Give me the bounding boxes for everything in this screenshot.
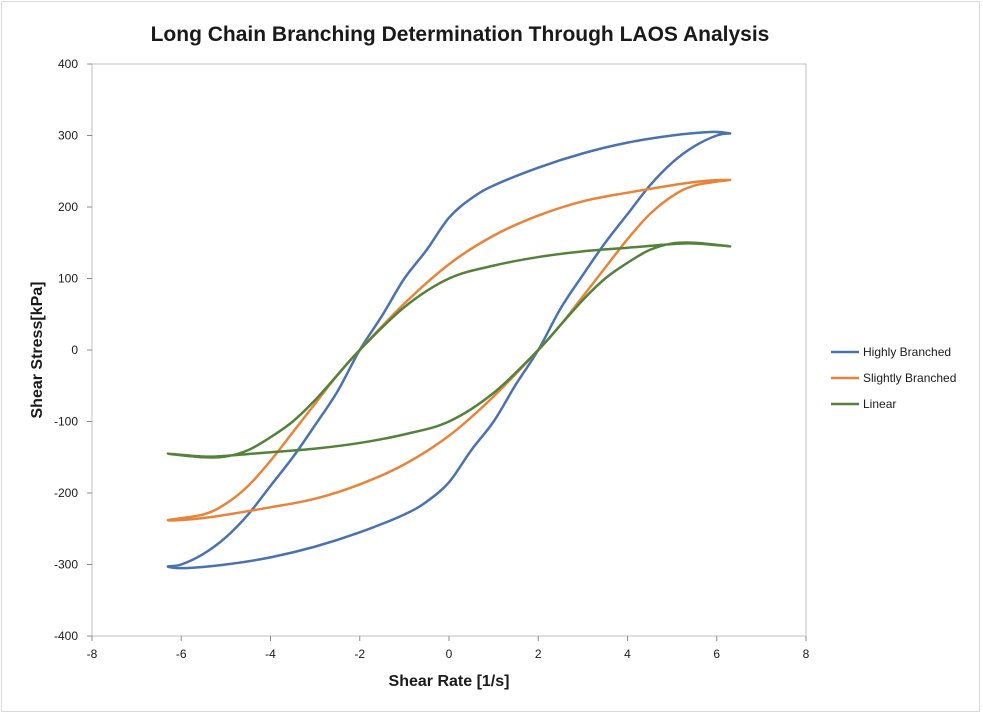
y-axis-title: Shear Stress[kPa] xyxy=(29,282,46,419)
y-tick-label: 400 xyxy=(58,57,78,71)
y-tick-label: 300 xyxy=(58,129,78,143)
x-axis-title: Shear Rate [1/s] xyxy=(389,673,510,690)
x-tick-label: -6 xyxy=(176,647,187,661)
y-tick-label: -300 xyxy=(54,558,78,572)
legend-label: Slightly Branched xyxy=(863,371,956,385)
legend-label: Highly Branched xyxy=(863,345,951,359)
x-tick-label: 0 xyxy=(446,647,453,661)
legend-label: Linear xyxy=(863,397,896,411)
x-tick-label: -8 xyxy=(87,647,98,661)
series-layer xyxy=(166,130,732,570)
y-tick-label: -100 xyxy=(54,415,78,429)
series-line-linear xyxy=(166,241,732,459)
y-tick-label: 100 xyxy=(58,272,78,286)
x-tick-label: 6 xyxy=(713,647,720,661)
y-tick-label: 0 xyxy=(71,343,78,357)
y-tick-label: 200 xyxy=(58,200,78,214)
chart-title: Long Chain Branching Determination Throu… xyxy=(151,23,770,46)
x-tick-label: -2 xyxy=(354,647,365,661)
x-tick-label: 4 xyxy=(624,647,631,661)
series-line-slightly-branched xyxy=(166,178,732,522)
plot-area xyxy=(91,63,807,637)
y-tick-label: -200 xyxy=(54,486,78,500)
x-tick-label: 2 xyxy=(535,647,542,661)
y-axis-ticks: 400 300 200 100 0 -100 -200 -300 -400 xyxy=(54,57,92,643)
legend: Highly Branched Slightly Branched Linear xyxy=(831,345,956,411)
y-tick-label: -400 xyxy=(54,629,78,643)
x-axis-ticks: -8 -6 -4 -2 0 2 4 6 8 xyxy=(87,636,810,661)
x-tick-label: -4 xyxy=(265,647,276,661)
series-line-highly-branched xyxy=(166,130,732,570)
x-tick-label: 8 xyxy=(803,647,810,661)
